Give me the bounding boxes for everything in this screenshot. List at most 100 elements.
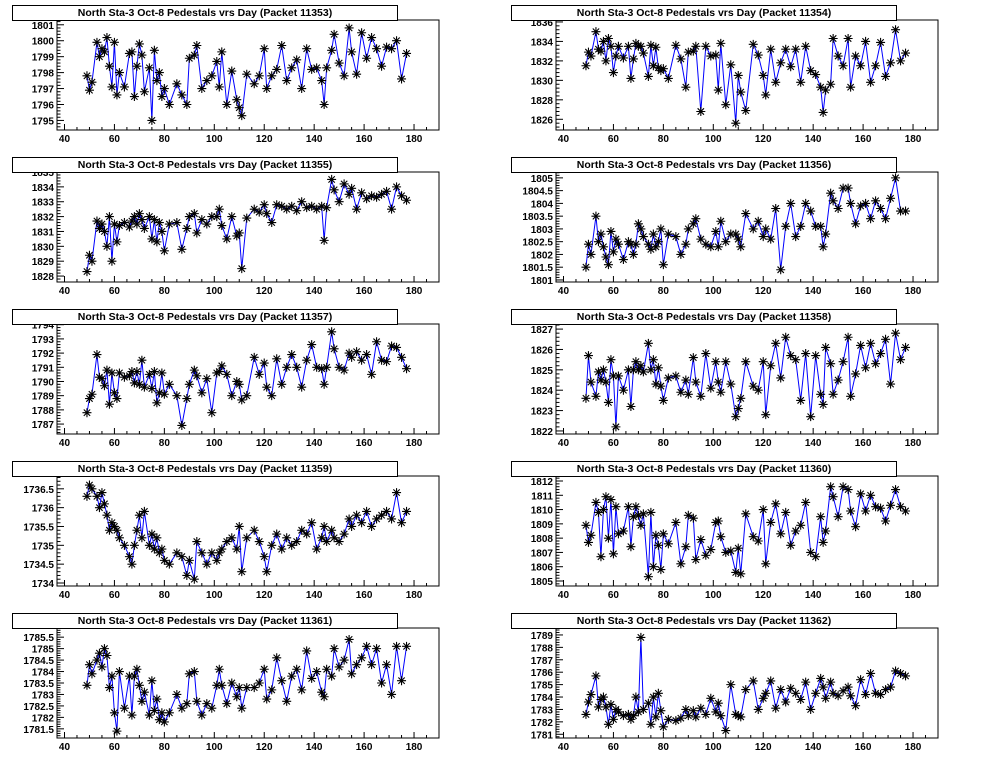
data-point-marker bbox=[144, 369, 154, 379]
data-point-marker bbox=[676, 54, 686, 64]
y-tick-label: 1783 bbox=[32, 690, 55, 701]
data-point-marker bbox=[152, 76, 162, 86]
y-tick-label: 1812 bbox=[531, 477, 554, 488]
data-point-marker bbox=[726, 60, 736, 70]
data-point-marker bbox=[648, 229, 658, 239]
data-point-marker bbox=[237, 567, 247, 577]
data-point-marker bbox=[217, 680, 227, 690]
data-point-marker bbox=[753, 536, 763, 546]
x-tick-label: 100 bbox=[705, 134, 722, 145]
x-tick-label: 80 bbox=[159, 590, 171, 601]
data-point-marker bbox=[636, 224, 646, 234]
data-point-marker bbox=[157, 708, 167, 718]
y-tick-label: 1735.5 bbox=[23, 522, 54, 533]
data-point-marker bbox=[344, 514, 354, 524]
y-tick-label: 1835 bbox=[32, 168, 55, 179]
chart-panel-11358: North Sta-3 Oct-8 Pedestals vrs Day (Pac… bbox=[499, 304, 996, 456]
data-point-marker bbox=[761, 688, 771, 698]
data-point-marker bbox=[671, 371, 681, 381]
data-point-marker bbox=[184, 53, 194, 63]
data-point-marker bbox=[234, 228, 244, 238]
x-tick-label: 80 bbox=[658, 134, 670, 145]
data-point-marker bbox=[152, 694, 162, 704]
data-point-marker bbox=[144, 540, 154, 550]
data-point-marker bbox=[327, 327, 337, 337]
data-point-marker bbox=[608, 714, 618, 724]
data-point-marker bbox=[282, 76, 292, 86]
data-point-marker bbox=[683, 224, 693, 234]
data-point-marker bbox=[821, 526, 831, 536]
data-point-marker bbox=[329, 533, 339, 543]
data-point-marker bbox=[676, 713, 686, 723]
y-tick-label: 1824 bbox=[531, 386, 554, 397]
data-point-marker bbox=[681, 542, 691, 552]
data-point-marker bbox=[826, 188, 836, 198]
data-point-marker bbox=[603, 533, 613, 543]
data-point-marker bbox=[119, 540, 129, 550]
data-point-marker bbox=[681, 239, 691, 249]
data-point-marker bbox=[791, 44, 801, 54]
data-point-marker bbox=[277, 676, 287, 686]
x-tick-label: 120 bbox=[755, 590, 772, 601]
y-tick-label: 1831 bbox=[32, 227, 55, 238]
data-point-marker bbox=[786, 351, 796, 361]
data-point-marker bbox=[866, 668, 876, 678]
data-point-marker bbox=[267, 685, 277, 695]
x-tick-label: 160 bbox=[356, 590, 373, 601]
data-point-marker bbox=[691, 712, 701, 722]
data-point-marker bbox=[611, 422, 621, 432]
y-tick-label: 1804.5 bbox=[522, 187, 553, 198]
data-point-marker bbox=[249, 79, 259, 89]
data-point-marker bbox=[157, 368, 167, 378]
x-tick-label: 180 bbox=[406, 590, 423, 601]
data-point-marker bbox=[184, 555, 194, 565]
data-point-marker bbox=[104, 212, 114, 222]
data-point-marker bbox=[334, 197, 344, 207]
data-point-marker bbox=[192, 537, 202, 547]
data-point-marker bbox=[242, 391, 252, 401]
data-point-marker bbox=[876, 690, 886, 700]
x-tick-label: 160 bbox=[855, 134, 872, 145]
data-point-marker bbox=[711, 226, 721, 236]
y-tick-label: 1801.5 bbox=[522, 263, 553, 274]
data-point-marker bbox=[312, 63, 322, 73]
data-point-marker bbox=[598, 692, 608, 702]
chart-panel-11361: North Sta-3 Oct-8 Pedestals vrs Day (Pac… bbox=[0, 608, 499, 760]
data-point-marker bbox=[397, 352, 407, 362]
data-point-marker bbox=[656, 706, 666, 716]
data-point-marker bbox=[891, 25, 901, 35]
y-tick-label: 1784 bbox=[531, 693, 554, 704]
data-point-marker bbox=[646, 40, 656, 50]
data-point-marker bbox=[234, 379, 244, 389]
data-point-marker bbox=[334, 58, 344, 68]
data-point-marker bbox=[766, 44, 776, 54]
data-point-marker bbox=[876, 37, 886, 47]
data-point-marker bbox=[581, 61, 591, 71]
data-point-marker bbox=[282, 362, 292, 372]
data-point-marker bbox=[277, 379, 287, 389]
data-point-marker bbox=[886, 500, 896, 510]
data-point-marker bbox=[753, 385, 763, 395]
data-point-marker bbox=[658, 395, 668, 405]
data-point-marker bbox=[801, 41, 811, 51]
y-tick-label: 1830 bbox=[531, 76, 554, 87]
data-point-marker bbox=[811, 351, 821, 361]
data-point-marker bbox=[357, 653, 367, 663]
data-point-marker bbox=[766, 234, 776, 244]
data-point-marker bbox=[628, 249, 638, 259]
y-tick-label: 1828 bbox=[531, 96, 554, 107]
data-point-marker bbox=[736, 712, 746, 722]
y-tick-label: 1796 bbox=[32, 100, 55, 111]
data-point-marker bbox=[344, 634, 354, 644]
data-point-marker bbox=[758, 70, 768, 80]
data-point-marker bbox=[217, 47, 227, 57]
data-point-marker bbox=[591, 391, 601, 401]
data-point-marker bbox=[347, 183, 357, 193]
data-point-marker bbox=[172, 79, 182, 89]
data-point-marker bbox=[159, 84, 169, 94]
data-point-marker bbox=[109, 388, 119, 398]
y-tick-label: 1791 bbox=[32, 363, 55, 374]
data-point-marker bbox=[633, 365, 643, 375]
data-point-marker bbox=[144, 63, 154, 73]
data-point-marker bbox=[242, 213, 252, 223]
